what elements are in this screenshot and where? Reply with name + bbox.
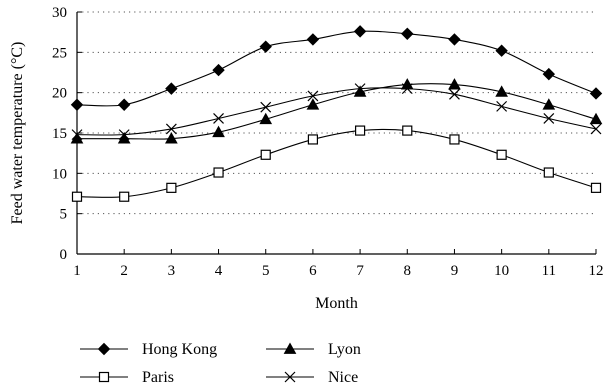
- legend: Hong Kong Lyon Paris Nice: [80, 341, 361, 386]
- legend-item-hong-kong: Hong Kong: [80, 341, 217, 358]
- series-line-hong-kong: [76, 30, 597, 107]
- data-point-nice-3: [165, 123, 177, 135]
- data-point-nice-12: [590, 123, 602, 135]
- data-point-hong-kong-4: [212, 63, 225, 77]
- x-tick-label-11: 11: [542, 263, 556, 279]
- data-point-paris-4: [213, 167, 224, 178]
- data-point-lyon-5: [259, 112, 273, 125]
- series-line-paris: [76, 128, 597, 198]
- data-point-lyon-3: [165, 132, 178, 144]
- x-axis-label: Month: [315, 295, 358, 312]
- data-point-hong-kong-12: [589, 87, 603, 100]
- data-point-lyon-10: [495, 85, 508, 97]
- data-point-hong-kong-6: [306, 33, 320, 46]
- data-point-paris-1: [71, 191, 83, 202]
- data-point-lyon-9: [448, 78, 461, 90]
- legend-marker-nice: [284, 371, 296, 383]
- legend-item-paris: Paris: [80, 369, 174, 386]
- data-point-paris-2: [119, 191, 130, 202]
- data-point-nice-6: [307, 90, 319, 102]
- x-tick-label-6: 6: [309, 263, 317, 279]
- y-axis-label: Feed water temperature (°C): [9, 42, 26, 225]
- data-point-nice-5: [260, 101, 272, 113]
- y-tick-label-25: 25: [52, 45, 67, 61]
- data-point-hong-kong-10: [495, 44, 508, 57]
- data-point-hong-kong-11: [542, 67, 556, 81]
- y-tick-label-10: 10: [52, 166, 67, 182]
- x-tick-label-4: 4: [215, 263, 223, 279]
- legend-marker-lyon: [283, 342, 297, 354]
- series-line-nice: [76, 87, 597, 136]
- data-point-paris-12: [590, 182, 602, 193]
- data-point-hong-kong-2: [117, 98, 131, 111]
- legend-marker-hong-kong: [97, 342, 111, 356]
- data-point-paris-8: [402, 125, 413, 136]
- data-point-nice-11: [543, 113, 555, 124]
- y-tick-label-20: 20: [52, 86, 67, 102]
- data-point-paris-5: [260, 149, 271, 160]
- x-tick-label-7: 7: [356, 263, 364, 279]
- data-point-paris-3: [166, 182, 177, 193]
- y-tick-label-15: 15: [52, 126, 67, 142]
- legend-label-paris: Paris: [142, 369, 174, 386]
- data-point-paris-9: [449, 134, 460, 145]
- data-point-lyon-4: [212, 125, 225, 138]
- data-point-nice-9: [449, 88, 460, 100]
- legend-label-lyon: Lyon: [328, 341, 361, 358]
- grid-lines: [77, 11, 596, 215]
- axes: [76, 11, 597, 255]
- x-tick-label-10: 10: [494, 263, 509, 279]
- data-point-hong-kong-7: [353, 25, 367, 38]
- data-point-paris-11: [543, 167, 554, 178]
- data-point-paris-7: [354, 125, 366, 136]
- data-point-lyon-11: [542, 98, 556, 110]
- data-point-nice-10: [496, 100, 508, 112]
- data-point-paris-6: [307, 134, 319, 145]
- legend-label-nice: Nice: [328, 369, 358, 386]
- y-tick-label-0: 0: [60, 247, 68, 263]
- data-point-nice-4: [213, 113, 224, 124]
- data-point-hong-kong-9: [448, 33, 461, 46]
- data-point-hong-kong-1: [70, 98, 84, 111]
- y-tick-label-5: 5: [60, 207, 68, 223]
- series-hong-kong: [70, 25, 603, 111]
- x-tick-label-1: 1: [73, 263, 81, 279]
- x-tick-label-3: 3: [168, 263, 176, 279]
- legend-item-lyon: Lyon: [266, 341, 361, 358]
- x-tick-label-12: 12: [589, 263, 604, 279]
- data-point-nice-7: [354, 83, 366, 95]
- data-series: [70, 25, 603, 202]
- data-point-nice-1: [71, 129, 83, 141]
- series-paris: [71, 125, 602, 202]
- data-point-nice-2: [118, 129, 130, 141]
- x-tick-label-2: 2: [120, 263, 128, 279]
- legend-item-nice: Nice: [266, 369, 358, 386]
- data-point-hong-kong-5: [259, 40, 272, 53]
- data-point-nice-8: [401, 83, 413, 95]
- x-tick-label-8: 8: [404, 263, 412, 279]
- legend-label-hong-kong: Hong Kong: [142, 341, 217, 358]
- x-tick-label-5: 5: [262, 263, 270, 279]
- y-tick-label-30: 30: [52, 5, 67, 21]
- x-tick-label-9: 9: [451, 263, 459, 279]
- data-point-hong-kong-3: [165, 82, 178, 95]
- series-nice: [71, 83, 602, 141]
- data-point-lyon-12: [589, 112, 603, 125]
- data-point-hong-kong-8: [401, 27, 414, 40]
- legend-marker-paris: [98, 371, 110, 383]
- data-point-lyon-6: [306, 98, 320, 110]
- data-point-paris-10: [496, 149, 507, 160]
